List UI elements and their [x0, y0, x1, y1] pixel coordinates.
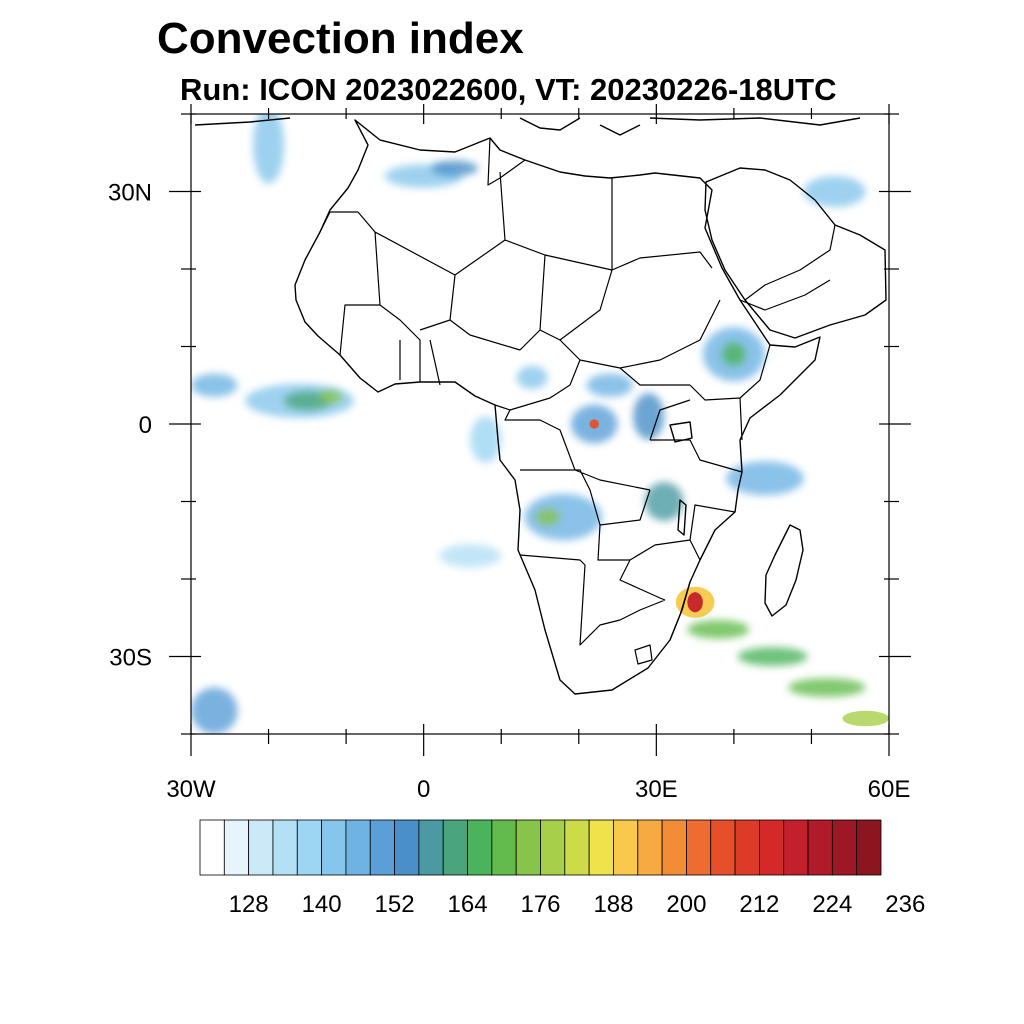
colorbar-swatch [272, 819, 298, 876]
convection-cell [524, 493, 603, 541]
lake-victoria [669, 421, 693, 443]
axis-ticks [169, 104, 911, 756]
colorbar-label: 128 [229, 891, 269, 918]
axis-tick-labels: 30W 0 30E 60E 30N 0 30S [108, 180, 910, 804]
convection-cell [191, 373, 238, 397]
colorbar-label: 200 [666, 891, 706, 918]
convection-cell [318, 390, 343, 404]
colorbar-label: 140 [302, 891, 342, 918]
convection-field [191, 114, 889, 734]
lake-malawi [677, 499, 687, 536]
colorbar-swatch [831, 819, 858, 876]
colorbar-swatch [369, 819, 395, 876]
colorbar-swatch [491, 819, 517, 876]
colorbar-swatch [296, 819, 323, 876]
europe-coastline [194, 117, 861, 136]
map-title: Convection index [157, 14, 524, 63]
lat-tick-label: 0 [139, 412, 152, 439]
map-background [191, 114, 889, 734]
colorbar-swatch [540, 819, 566, 876]
colorbar-swatch [734, 819, 760, 876]
convection-cell [803, 176, 866, 207]
colorbar-swatch [856, 819, 882, 876]
colorbar-swatch [710, 819, 736, 876]
convection-cell [633, 393, 665, 440]
convection-cell [737, 647, 808, 666]
lon-tick-label: 60E [868, 776, 911, 803]
colorbar-label: 188 [593, 891, 633, 918]
colorbar-swatch [199, 819, 225, 876]
colorbar-labels: 128 140 152 164 176 188 200 212 224 236 [229, 891, 926, 918]
colorbar-label: 236 [885, 891, 925, 918]
colorbar-swatch [661, 819, 687, 876]
colorbar-swatch [588, 819, 614, 876]
lat-tick-label: 30N [108, 180, 152, 207]
convection-cell [722, 342, 746, 366]
colorbar-swatch [321, 819, 347, 876]
colorbar-label: 224 [812, 891, 852, 918]
convection-cell [191, 687, 238, 734]
colorbar-swatch [223, 819, 250, 876]
convection-cell [842, 710, 889, 727]
lon-tick-label: 30W [166, 776, 216, 803]
colorbar-label: 212 [739, 891, 779, 918]
colorbar-swatch [345, 819, 371, 876]
colorbar-swatch [686, 819, 712, 876]
convection-cell [284, 391, 331, 411]
colorbar-swatch [248, 819, 274, 876]
convection-cell [586, 373, 634, 397]
lat-tick-label: 30S [109, 645, 152, 672]
colorbar-swatch [637, 819, 663, 876]
colorbar-swatch [418, 819, 444, 876]
colorbar-swatch [564, 819, 590, 876]
colorbar-swatch [515, 819, 541, 876]
colorbar-swatch [783, 819, 809, 876]
convection-cell [516, 365, 548, 390]
convection-cell [431, 160, 478, 176]
convection-cell [536, 509, 560, 525]
colorbar-swatch [758, 819, 785, 876]
colorbar-swatch [467, 819, 493, 876]
colorbar-label: 176 [520, 891, 560, 918]
convection-cell [788, 678, 866, 697]
colorbar [199, 819, 882, 876]
convection-cell [726, 461, 804, 496]
colorbar-swatch [613, 819, 639, 876]
colorbar-swatch [807, 819, 833, 876]
convection-cell [439, 544, 502, 568]
map-subtitle: Run: ICON 2023022600, VT: 20230226-18UTC [180, 72, 837, 107]
convection-cell [687, 592, 703, 613]
colorbar-swatch [394, 819, 420, 876]
convection-cell [687, 620, 750, 639]
colorbar-label: 164 [448, 891, 488, 918]
madagascar-coastline [764, 524, 804, 617]
colorbar-label: 152 [375, 891, 415, 918]
coastlines-and-borders [194, 117, 887, 695]
convection-cell [470, 416, 502, 463]
colorbar-swatch [442, 819, 468, 876]
lon-tick-label: 0 [417, 776, 430, 803]
convection-cell [644, 482, 684, 521]
convection-cell [589, 419, 599, 429]
arabia-coastline [704, 167, 887, 339]
country-borders [319, 137, 836, 665]
lon-tick-label: 30E [635, 776, 678, 803]
convection-cell [253, 114, 285, 184]
